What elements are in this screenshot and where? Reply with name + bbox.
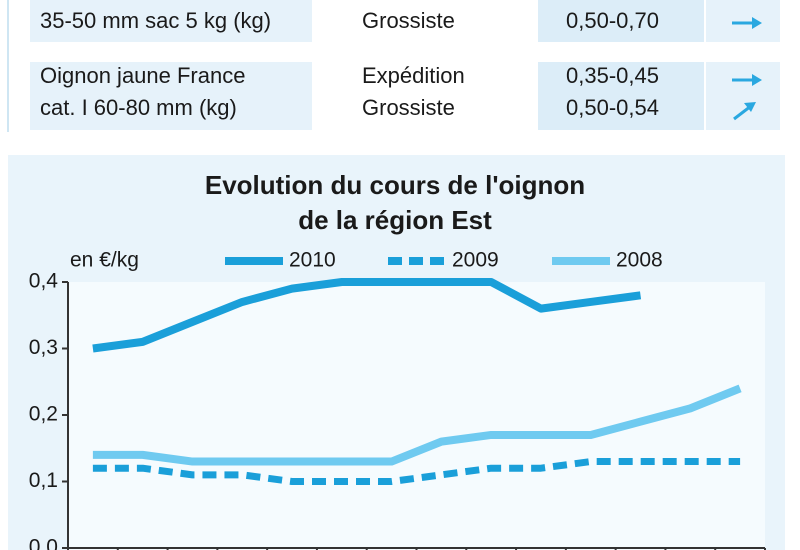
series-line — [92, 458, 741, 485]
arrow-head — [752, 74, 762, 86]
price: 0,50-0,54 — [566, 95, 659, 120]
y-tick-label: 0,3 — [29, 336, 58, 359]
y-tick-label: 0,0 — [29, 536, 58, 550]
price-cell — [538, 0, 704, 42]
stage: Grossiste — [362, 8, 455, 33]
legend-label: 2009 — [452, 249, 499, 272]
product-name: 35-50 mm sac 5 kg (kg) — [40, 8, 271, 33]
product-name: Oignon jaune France — [40, 63, 245, 88]
price-cell — [538, 62, 704, 130]
trend-cell — [706, 0, 780, 42]
trend-arrows — [732, 17, 762, 121]
y-tick-label: 0,4 — [29, 270, 59, 293]
y-axis-label: en €/kg — [70, 249, 139, 272]
stage: Expédition — [362, 63, 465, 88]
stage: Grossiste — [362, 95, 455, 120]
y-tick-label: 0,2 — [29, 403, 58, 426]
chart-title: Evolution du cours de l'oignon — [205, 170, 585, 200]
product-cell — [30, 62, 312, 130]
product-cell — [30, 0, 312, 42]
product-name: cat. I 60-80 mm (kg) — [40, 95, 237, 120]
arrow-head — [744, 102, 756, 112]
y-tick-label: 0,1 — [29, 469, 58, 492]
arrow-head — [752, 17, 762, 29]
series-line — [92, 278, 642, 353]
series-line — [92, 384, 742, 466]
trend-cell — [706, 62, 780, 130]
price: 0,50-0,70 — [566, 8, 659, 33]
price: 0,35-0,45 — [566, 63, 659, 88]
legend-label: 2010 — [289, 249, 336, 272]
chart-title: de la région Est — [298, 205, 492, 235]
legend-label: 2008 — [616, 249, 663, 272]
